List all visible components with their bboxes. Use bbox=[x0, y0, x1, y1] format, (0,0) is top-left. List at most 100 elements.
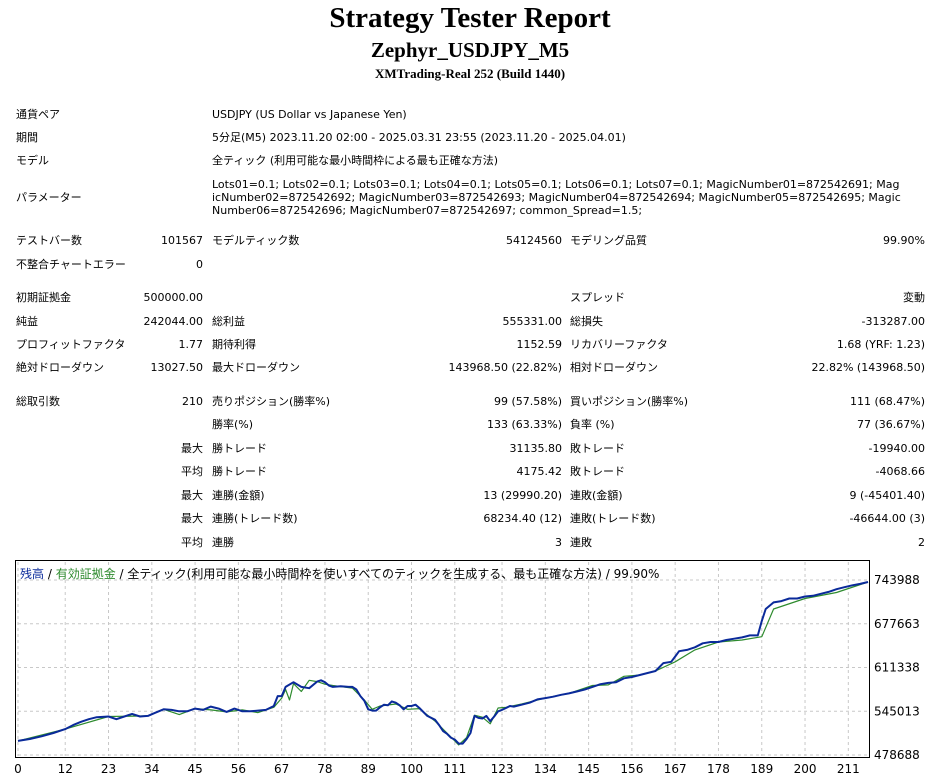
x-tick-label: 100 bbox=[400, 762, 423, 776]
max-consec-profit-label: 連勝(トレード数) bbox=[212, 512, 298, 525]
x-tick-label: 78 bbox=[317, 762, 332, 776]
gross-loss-label: 総損失 bbox=[570, 315, 603, 328]
max-consec-wins-value: 13 (29990.20) bbox=[483, 489, 562, 502]
recovery-factor-value: 1.68 (YRF: 1.23) bbox=[836, 338, 925, 351]
bars-value: 101567 bbox=[161, 234, 203, 247]
rel-drawdown-value: 22.82% (143968.50) bbox=[811, 361, 925, 374]
legend-description: / 全ティック(利用可能な最小時間枠を使いすべてのティックを生成する、最も正確な… bbox=[115, 567, 660, 581]
rel-drawdown-label: 相対ドローダウン bbox=[570, 361, 658, 374]
max-drawdown-label: 最大ドローダウン bbox=[212, 361, 300, 374]
max-drawdown-value: 143968.50 (22.82%) bbox=[448, 361, 562, 374]
profit-factor-label: プロフィットファクタ bbox=[16, 338, 126, 351]
average-prefix-1: 平均 bbox=[181, 465, 203, 478]
x-tick-label: 0 bbox=[14, 762, 22, 776]
gross-profit-value: 555331.00 bbox=[502, 315, 563, 328]
total-trades-value: 210 bbox=[182, 395, 203, 408]
chart-legend: 残高 / 有効証拠金 / 全ティック(利用可能な最小時間枠を使いすべてのティック… bbox=[20, 565, 659, 582]
short-positions-label: 売りポジション(勝率%) bbox=[212, 395, 331, 408]
profit-factor-value: 1.77 bbox=[178, 338, 204, 351]
x-tick-label: 189 bbox=[750, 762, 773, 776]
report-title: Strategy Tester Report bbox=[329, 2, 611, 34]
x-tick-label: 200 bbox=[794, 762, 817, 776]
loss-rate-label: 負率 (%) bbox=[570, 418, 615, 431]
deposit-label: 初期証拠金 bbox=[16, 291, 71, 304]
x-tick-label: 156 bbox=[620, 762, 643, 776]
short-positions-value: 99 (57.58%) bbox=[493, 395, 562, 408]
average-loss-value: -4068.66 bbox=[875, 465, 925, 478]
gross-loss-value: -313287.00 bbox=[861, 315, 925, 328]
abs-drawdown-value: 13027.50 bbox=[150, 361, 204, 374]
deposit-value: 500000.00 bbox=[143, 291, 204, 304]
loss-rate-value: 77 (36.67%) bbox=[856, 418, 925, 431]
x-tick-label: 56 bbox=[231, 762, 246, 776]
legend-separator: / bbox=[44, 567, 56, 581]
y-tick-label: 677663 bbox=[874, 617, 920, 631]
largest-win-label: 勝トレード bbox=[212, 442, 267, 455]
long-positions-value: 111 (68.47%) bbox=[849, 395, 925, 408]
quality-label: モデリング品質 bbox=[570, 234, 647, 247]
y-tick-label: 611338 bbox=[874, 661, 920, 675]
period-value: 5分足(M5) 2023.11.20 02:00 - 2025.03.31 23… bbox=[212, 131, 626, 144]
largest-win-value: 31135.80 bbox=[509, 442, 563, 455]
win-rate-value: 133 (63.33%) bbox=[486, 418, 562, 431]
x-tick-label: 67 bbox=[274, 762, 289, 776]
x-tick-label: 167 bbox=[664, 762, 687, 776]
largest-prefix-3: 最大 bbox=[181, 512, 203, 525]
ticks-label: モデルティック数 bbox=[212, 234, 300, 247]
max-consec-wins-label: 連勝(金額) bbox=[212, 489, 265, 502]
period-label: 期間 bbox=[16, 131, 38, 144]
largest-prefix-2: 最大 bbox=[181, 489, 203, 502]
y-tick-label: 545013 bbox=[874, 704, 920, 718]
abs-drawdown-label: 絶対ドローダウン bbox=[16, 361, 104, 374]
y-tick-label: 743988 bbox=[874, 573, 920, 587]
max-consec-profit-value: 68234.40 (12) bbox=[483, 512, 562, 525]
x-tick-label: 89 bbox=[361, 762, 376, 776]
win-rate-label: 勝率(%) bbox=[212, 418, 254, 431]
report-build: XMTrading-Real 252 (Build 1440) bbox=[374, 66, 566, 81]
net-profit-label: 純益 bbox=[16, 315, 38, 328]
gross-profit-label: 総利益 bbox=[212, 315, 245, 328]
bars-label: テストバー数 bbox=[16, 234, 82, 247]
expected-payoff-value: 1152.59 bbox=[516, 338, 563, 351]
avg-consec-wins-label: 連勝 bbox=[212, 536, 234, 549]
net-profit-value: 242044.00 bbox=[143, 315, 204, 328]
largest-loss-value: -19940.00 bbox=[868, 442, 925, 455]
report-subtitle: Zephyr_USDJPY_M5 bbox=[370, 38, 570, 62]
chart-frame bbox=[15, 560, 870, 758]
average-win-label: 勝トレード bbox=[212, 465, 267, 478]
mismatch-value: 0 bbox=[196, 258, 203, 271]
x-tick-label: 12 bbox=[58, 762, 73, 776]
x-tick-label: 134 bbox=[534, 762, 557, 776]
y-tick-label: 478688 bbox=[874, 748, 920, 762]
model-value: 全ティック (利用可能な最小時間枠による最も正確な方法) bbox=[212, 154, 499, 167]
params-label: パラメーター bbox=[16, 191, 82, 204]
quality-value: 99.90% bbox=[883, 234, 925, 247]
max-consec-loss-trades-label: 連敗(トレード数) bbox=[570, 512, 656, 525]
x-tick-label: 23 bbox=[101, 762, 116, 776]
avg-consec-losses-value: 2 bbox=[918, 536, 925, 549]
total-trades-label: 総取引数 bbox=[16, 395, 60, 408]
x-tick-label: 211 bbox=[837, 762, 860, 776]
max-consec-losses-value: 9 (-45401.40) bbox=[849, 489, 925, 502]
average-prefix-2: 平均 bbox=[181, 536, 203, 549]
x-tick-label: 45 bbox=[187, 762, 202, 776]
expected-payoff-label: 期待利得 bbox=[212, 338, 256, 351]
params-value: Lots01=0.1; Lots02=0.1; Lots03=0.1; Lots… bbox=[212, 178, 901, 217]
x-tick-label: 145 bbox=[577, 762, 600, 776]
x-tick-label: 123 bbox=[491, 762, 514, 776]
max-consec-loss-trades-value: -46644.00 (3) bbox=[849, 512, 925, 525]
max-consec-losses-label: 連敗(金額) bbox=[570, 489, 623, 502]
model-label: モデル bbox=[16, 154, 49, 167]
average-loss-label: 敗トレード bbox=[570, 465, 625, 478]
spread-label: スプレッド bbox=[570, 291, 625, 304]
legend-equity: 有効証拠金 bbox=[55, 567, 116, 581]
mismatch-label: 不整合チャートエラー bbox=[16, 258, 126, 271]
symbol-label: 通貨ペア bbox=[16, 108, 60, 121]
x-tick-label: 178 bbox=[707, 762, 730, 776]
recovery-factor-label: リカバリーファクタ bbox=[570, 338, 668, 351]
average-win-value: 4175.42 bbox=[516, 465, 563, 478]
legend-balance: 残高 bbox=[20, 567, 45, 581]
avg-consec-wins-value: 3 bbox=[555, 536, 562, 549]
spread-value: 変動 bbox=[903, 291, 925, 304]
avg-consec-losses-label: 連敗 bbox=[570, 536, 592, 549]
